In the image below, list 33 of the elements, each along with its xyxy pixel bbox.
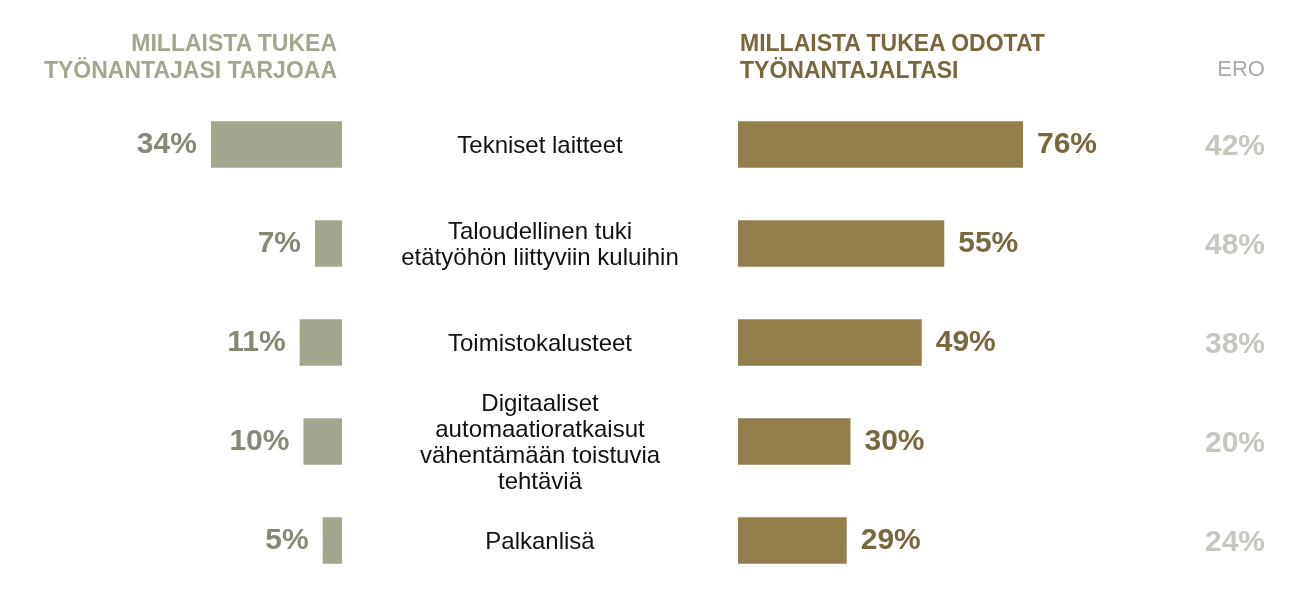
data-label: 30%	[864, 422, 925, 456]
data-label: 29%	[860, 521, 921, 555]
data-label: 7%	[257, 224, 302, 258]
data-label: 49%	[935, 323, 996, 357]
bar	[315, 220, 342, 267]
series-label: MILLAISTA TUKEA TYÖNANTAJASI TARJOAA	[42, 30, 337, 84]
data-label: 76%	[1037, 125, 1098, 159]
y-tick-label: Toimistokalusteet	[447, 328, 633, 356]
text: 48%	[1204, 225, 1265, 262]
bar	[299, 319, 342, 366]
data-label: 5%	[265, 521, 309, 555]
text: 20%	[1204, 423, 1265, 460]
y-tick-label: Taloudellinen tuki etätyöhön liittyviin kuluihin	[401, 216, 679, 270]
data-label: 11%	[227, 323, 286, 357]
bar	[738, 319, 922, 366]
text: ERO	[1217, 56, 1265, 82]
bar	[738, 418, 851, 465]
data-label: 55%	[958, 224, 1019, 258]
y-tick-label: Palkanlisä	[485, 526, 595, 554]
y-tick-label: Digitaaliset automaatioratkaisut vähentämään toistuvia tehtäviä	[419, 388, 661, 494]
bar	[738, 517, 847, 564]
bar	[210, 121, 342, 168]
bar	[322, 517, 342, 564]
bar	[738, 121, 1023, 168]
bar	[738, 220, 945, 267]
series-label: MILLAISTA TUKEA ODOTAT TYÖNANTAJALTASI	[740, 30, 1045, 84]
data-label: 10%	[229, 422, 290, 456]
bar	[303, 418, 342, 465]
text: 24%	[1204, 522, 1265, 559]
data-label: 34%	[136, 125, 197, 159]
text: 38%	[1204, 324, 1265, 361]
text: 42%	[1204, 126, 1265, 163]
y-tick-label: Tekniset laitteet	[457, 130, 623, 158]
